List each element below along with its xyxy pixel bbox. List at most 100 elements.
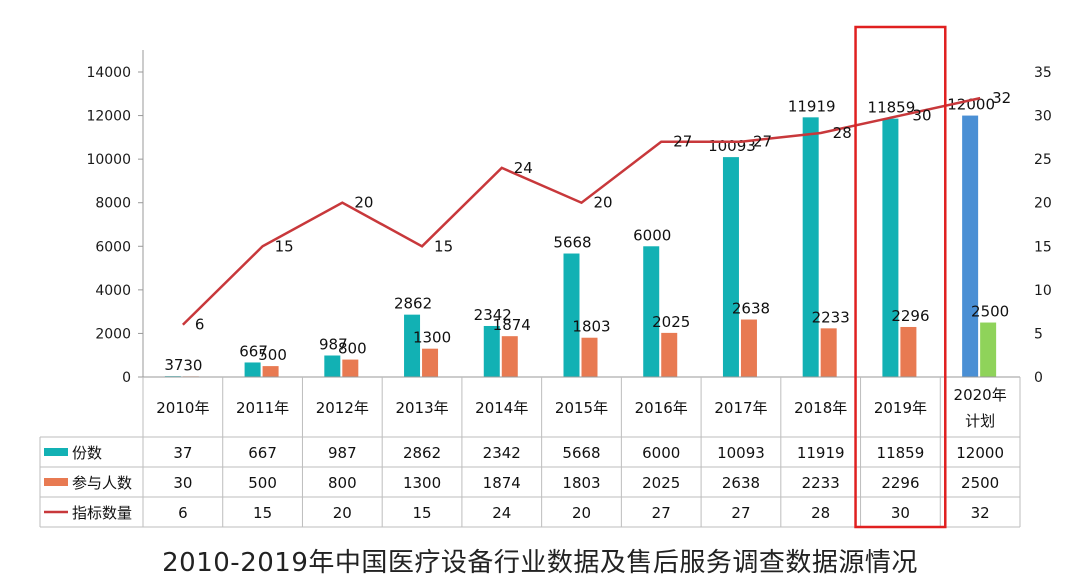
bar-participants-label: 2233	[812, 308, 850, 326]
bar-count	[643, 246, 660, 377]
bar-count-label: 6000	[633, 226, 671, 244]
bar-participants	[422, 348, 439, 377]
line-point-label: 20	[354, 194, 373, 212]
table-cell: 12000	[956, 444, 1004, 462]
y-right-tick-label: 10	[1034, 283, 1052, 299]
y-left-tick-label: 0	[122, 370, 131, 386]
bar-count-label: 987	[319, 335, 348, 353]
bar-count	[483, 325, 500, 377]
table-cell: 20	[333, 504, 352, 522]
table-cell: 32	[971, 504, 990, 522]
chart-caption: 2010-2019年中国医疗设备行业数据及售后服务调查数据源情况	[162, 548, 918, 578]
bar-participants-label: 1874	[493, 316, 531, 334]
bar-participants	[740, 319, 757, 377]
highlight-box	[854, 25, 947, 529]
legend-label: 参与人数	[72, 474, 132, 492]
bar-count-label: 12000	[947, 96, 995, 114]
table-cell: 24	[492, 504, 511, 522]
line-point-label: 28	[833, 124, 852, 142]
legend-label: 份数	[72, 444, 102, 462]
line-point-label: 20	[594, 194, 613, 212]
bar-count-label: 37	[164, 356, 183, 374]
table-cell: 1874	[483, 474, 521, 492]
bar-count-label: 667	[239, 342, 268, 360]
bar-participants-label: 500	[258, 346, 287, 364]
table-cell: 30	[891, 504, 910, 522]
y-left-tick-label: 4000	[95, 283, 131, 299]
y-left-tick-label: 10000	[86, 152, 131, 168]
bar-count	[324, 355, 341, 377]
bar-count	[882, 118, 899, 377]
bar-participants	[820, 328, 837, 377]
bar-participants-label: 30	[183, 356, 202, 374]
line-point-label: 15	[275, 237, 294, 255]
bar-participants	[980, 322, 997, 377]
table-cell: 15	[253, 504, 272, 522]
category-label: 2015年	[555, 399, 608, 417]
y-left-tick-label: 12000	[86, 109, 131, 125]
bar-participants	[262, 366, 279, 377]
bar-participants-label: 1803	[572, 318, 610, 336]
y-right-tick-label: 30	[1034, 109, 1052, 125]
bar-count-label: 2342	[474, 306, 512, 324]
y-right-tick-label: 5	[1034, 326, 1043, 342]
category-label: 2014年	[475, 399, 528, 417]
category-label: 2017年	[714, 399, 767, 417]
bar-participants-label: 2025	[652, 313, 690, 331]
table-cell: 6000	[642, 444, 680, 462]
bar-participants	[661, 332, 678, 377]
y-left-tick-label: 2000	[95, 326, 131, 342]
category-label: 2010年	[156, 399, 209, 417]
bar-participants-label: 2638	[732, 300, 770, 318]
bar-participants	[900, 326, 917, 377]
table-cell: 2233	[802, 474, 840, 492]
y-right-tick-label: 20	[1034, 196, 1052, 212]
legend-label: 指标数量	[72, 504, 132, 522]
table-cell: 11859	[877, 444, 925, 462]
table-cell: 2638	[722, 474, 760, 492]
table-cell: 2296	[881, 474, 919, 492]
legend-swatch	[44, 448, 68, 456]
table-cell: 37	[173, 444, 192, 462]
table-cell: 11919	[797, 444, 845, 462]
category-label: 2018年	[794, 399, 847, 417]
category-label: 2020年	[954, 386, 1007, 404]
table-cell: 27	[652, 504, 671, 522]
bar-count	[563, 253, 580, 377]
category-label: 2011年	[236, 399, 289, 417]
bar-count	[244, 362, 261, 377]
line-point-label: 15	[434, 237, 453, 255]
category-label: 2019年	[874, 399, 927, 417]
category-label: 计划	[965, 412, 995, 430]
y-right-tick-label: 25	[1034, 152, 1052, 168]
bar-participants-label: 1300	[413, 329, 451, 347]
table-cell: 2025	[642, 474, 680, 492]
line-point-label: 27	[673, 133, 692, 151]
table-cell: 30	[173, 474, 192, 492]
bar-count	[722, 157, 739, 377]
line-indicators	[181, 96, 981, 326]
bar-participants	[342, 359, 359, 377]
bar-count-label: 2862	[394, 295, 432, 313]
table-cell: 2862	[403, 444, 441, 462]
table-cell: 5668	[562, 444, 600, 462]
y-left-tick-label: 8000	[95, 196, 131, 212]
bar-participants-label: 2296	[891, 307, 929, 325]
y-right-tick-label: 35	[1034, 65, 1052, 81]
bar-participants	[581, 337, 598, 377]
table-cell: 987	[328, 444, 357, 462]
table-cell: 1300	[403, 474, 441, 492]
bar-count-label: 11859	[868, 99, 916, 117]
bar-participants	[501, 336, 518, 377]
table-cell: 800	[328, 474, 357, 492]
y-left-tick-label: 14000	[86, 65, 131, 81]
line-point-label: 27	[753, 133, 772, 151]
y-right-tick-label: 15	[1034, 239, 1052, 255]
table-cell: 667	[248, 444, 277, 462]
table-cell: 500	[248, 474, 277, 492]
legend-swatch	[44, 478, 68, 486]
line-point-label: 6	[195, 316, 205, 334]
y-right-tick-label: 0	[1034, 370, 1043, 386]
table-cell: 2500	[961, 474, 999, 492]
bar-count-label: 5668	[553, 234, 591, 252]
